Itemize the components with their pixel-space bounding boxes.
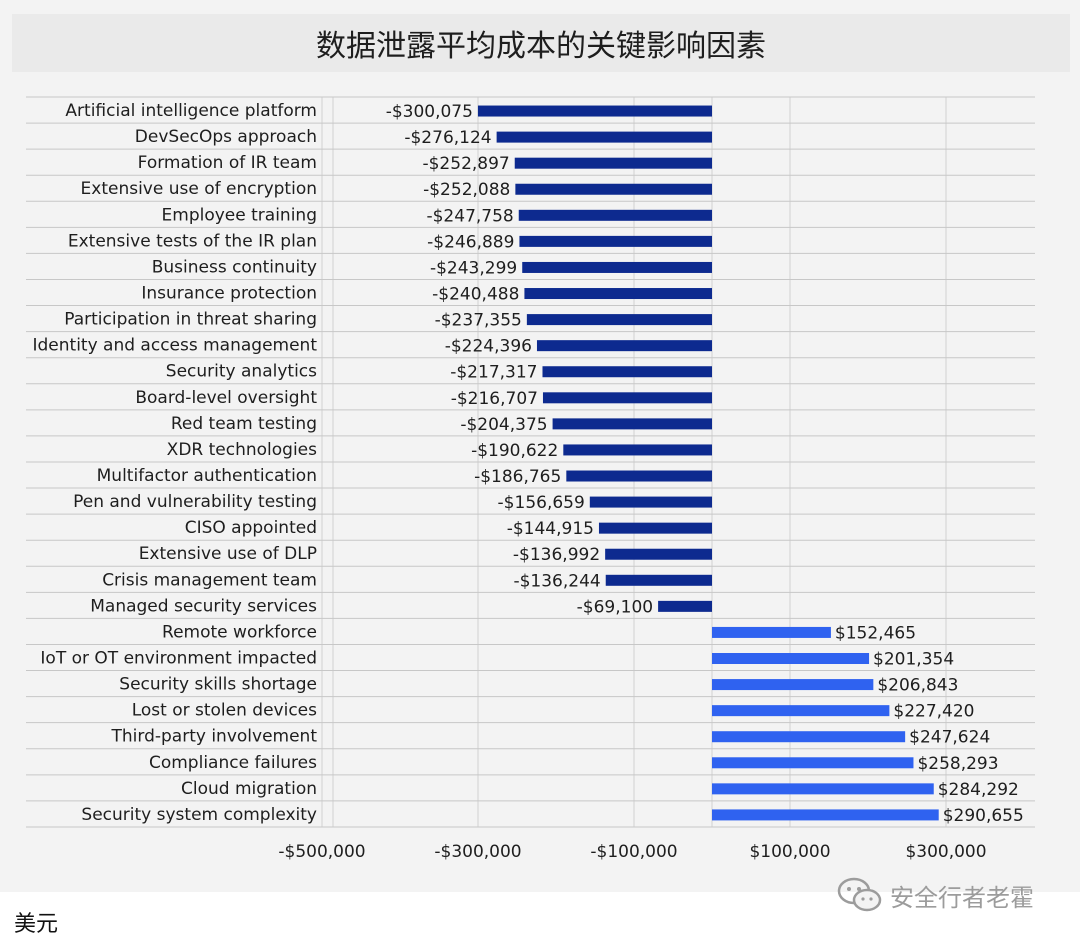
x-tick-label: -$100,000 — [590, 842, 677, 862]
category-label: Extensive use of DLP — [139, 544, 317, 564]
value-label: -$252,088 — [423, 180, 510, 200]
value-label: $284,292 — [938, 780, 1019, 800]
category-label: Participation in threat sharing — [64, 310, 317, 330]
bar — [712, 626, 831, 638]
bar — [526, 314, 712, 326]
bar — [477, 105, 712, 117]
category-label: XDR technologies — [167, 440, 317, 460]
category-label: Security analytics — [166, 362, 317, 382]
value-label: -$246,889 — [427, 232, 514, 252]
watermark: 安全行者老霍 — [836, 875, 1034, 915]
category-label: Employee training — [162, 205, 317, 225]
bar — [712, 679, 874, 691]
bar — [598, 522, 712, 534]
bar — [712, 757, 914, 769]
category-label: CISO appointed — [185, 518, 317, 538]
bar — [712, 705, 890, 717]
category-label: Identity and access management — [32, 336, 317, 356]
value-label: $258,293 — [917, 754, 998, 774]
bar — [518, 209, 712, 221]
bar — [524, 288, 712, 300]
x-tick-label: $300,000 — [905, 842, 986, 862]
x-tick-label: -$300,000 — [434, 842, 521, 862]
bar — [542, 392, 712, 404]
category-label: Lost or stolen devices — [132, 701, 317, 721]
bar — [542, 366, 712, 378]
category-label: Artificial intelligence platform — [65, 101, 317, 121]
value-label: -$190,622 — [471, 441, 558, 461]
category-label: Multifactor authentication — [97, 466, 317, 486]
value-label: -$204,375 — [460, 415, 547, 435]
value-label: -$243,299 — [430, 258, 517, 278]
value-label: -$217,317 — [450, 363, 537, 383]
value-label: -$156,659 — [498, 493, 585, 513]
category-label: Extensive tests of the IR plan — [68, 231, 317, 251]
bar — [563, 444, 712, 456]
value-label: -$247,758 — [426, 206, 513, 226]
category-label: Formation of IR team — [138, 153, 317, 173]
bar — [522, 261, 712, 273]
value-label: -$136,992 — [513, 545, 600, 565]
category-label: Managed security services — [90, 596, 317, 616]
bar — [605, 548, 712, 560]
unit-label: 美元 — [14, 912, 59, 937]
value-label: $206,843 — [877, 676, 958, 696]
category-label: Security skills shortage — [119, 675, 317, 695]
bar-chart: Artificial intelligence platform -$300,07… — [26, 96, 1035, 862]
value-label: $152,465 — [835, 623, 916, 643]
category-label: IoT or OT environment impacted — [40, 649, 317, 669]
bar — [552, 418, 712, 430]
category-label: Cloud migration — [181, 779, 317, 799]
value-label: -$237,355 — [435, 311, 522, 331]
bar — [712, 809, 939, 821]
category-label: Board-level oversight — [135, 388, 317, 408]
value-label: -$186,765 — [474, 467, 561, 487]
value-label: -$216,707 — [451, 389, 538, 409]
value-label: $201,354 — [873, 650, 954, 670]
category-label: Business continuity — [152, 257, 317, 277]
category-label: Red team testing — [171, 414, 317, 434]
x-tick-label: $100,000 — [749, 842, 830, 862]
value-label: -$136,244 — [513, 571, 600, 591]
bar — [589, 496, 712, 508]
bar — [566, 470, 712, 482]
bar — [712, 783, 934, 795]
watermark-text: 安全行者老霍 — [890, 883, 1034, 912]
bar — [536, 340, 712, 352]
wechat-icon — [837, 877, 882, 912]
bar — [658, 600, 712, 612]
title-band: 数据泄露平均成本的关键影响因素 — [12, 14, 1070, 72]
value-label: -$300,075 — [386, 102, 473, 122]
bar — [515, 183, 712, 195]
category-label: Remote workforce — [162, 622, 317, 642]
chart-title: 数据泄露平均成本的关键影响因素 — [316, 29, 766, 64]
bar — [712, 731, 906, 743]
category-label: Security system complexity — [81, 805, 317, 825]
bar — [496, 131, 712, 143]
category-label: DevSecOps approach — [135, 127, 317, 147]
value-label: -$224,396 — [445, 337, 532, 357]
bar — [519, 235, 712, 247]
bar — [605, 574, 712, 586]
category-label: Insurance protection — [141, 284, 317, 304]
bar — [514, 157, 712, 169]
category-label: Pen and vulnerability testing — [73, 492, 317, 512]
value-label: $290,655 — [943, 806, 1024, 826]
category-label: Crisis management team — [102, 570, 317, 590]
category-label: Third-party involvement — [111, 727, 318, 747]
value-label: -$69,100 — [577, 597, 653, 617]
bar — [712, 653, 870, 665]
value-label: -$240,488 — [432, 285, 519, 305]
value-label: -$144,915 — [507, 519, 594, 539]
value-label: -$276,124 — [404, 128, 491, 148]
value-label: -$252,897 — [422, 154, 509, 174]
category-label: Compliance failures — [149, 753, 317, 773]
category-label: Extensive use of encryption — [81, 179, 317, 199]
x-tick-label: -$500,000 — [278, 842, 365, 862]
value-label: $247,624 — [909, 728, 990, 748]
value-label: $227,420 — [893, 702, 974, 722]
